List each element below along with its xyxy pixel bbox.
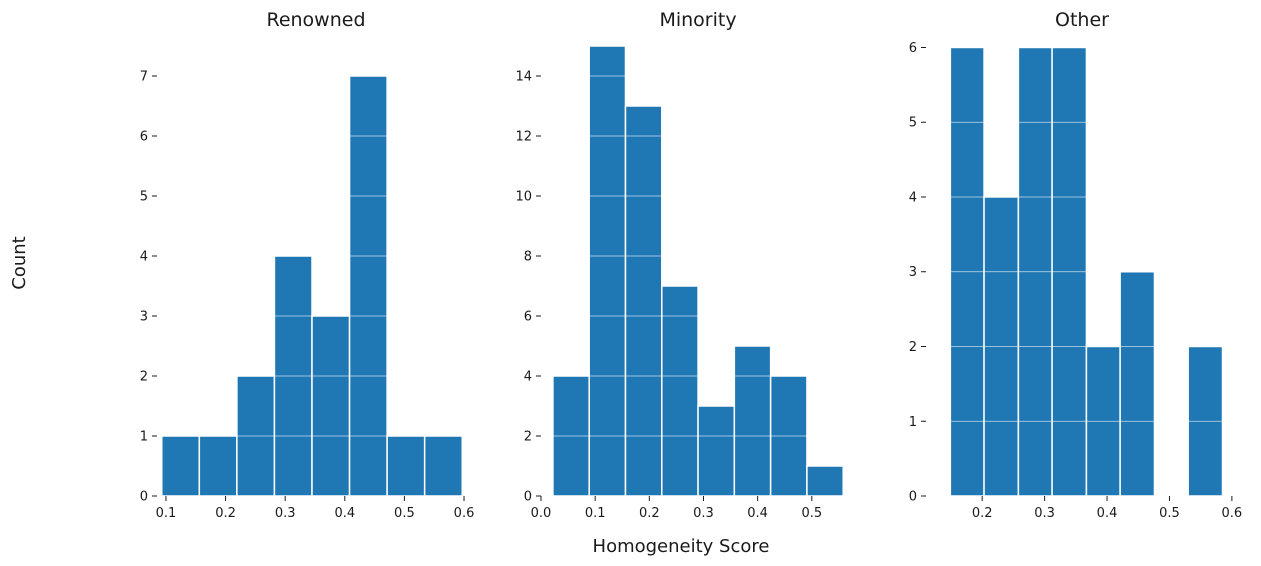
x-tick-label: 0.3 (693, 506, 714, 521)
panel-minority: Minority 0 2 4 6 8 10 12 14 0.0 0.1 0.2 0.3 0.4 0.5 (515, 9, 847, 521)
y-tick-label: 4 (524, 370, 532, 385)
x-tick-label: 0.6 (454, 506, 475, 521)
x-tick-label: 0.1 (585, 506, 606, 521)
histogram-bar (423, 435, 463, 497)
y-tick-label: 3 (140, 310, 148, 325)
x-tick-label: 0.1 (156, 506, 177, 521)
y-tick-label: 5 (140, 190, 148, 205)
x-tick-label: 0.4 (747, 506, 768, 521)
figure-xlabel: Homogeneity Score (593, 536, 770, 557)
y-tick-label: 4 (140, 250, 148, 265)
histogram-bar (161, 435, 201, 497)
histogram-bar (311, 315, 351, 497)
y-tick-label: 2 (140, 370, 148, 385)
y-tick-label: 0 (524, 490, 532, 505)
x-tick-label: 0.0 (531, 506, 552, 521)
y-tick-label: 6 (909, 41, 917, 56)
x-tick-label: 0.5 (1159, 506, 1180, 521)
y-tick-label: 2 (909, 340, 917, 355)
x-tick-label: 0.2 (639, 506, 660, 521)
histogram-bar (733, 345, 772, 497)
panel-title: Other (1055, 9, 1109, 31)
panel-other: Other 0 1 2 3 4 5 6 0.2 0.3 0.4 0.5 0.6 (909, 9, 1243, 521)
x-tick-label: 0.3 (1034, 506, 1055, 521)
y-tick-label: 14 (515, 70, 532, 85)
x-tick-label: 0.6 (1222, 506, 1243, 521)
y-tick-label: 8 (524, 250, 532, 265)
y-tick-label: 0 (140, 490, 148, 505)
x-tick-label: 0.5 (801, 506, 822, 521)
histogram-bar (624, 105, 663, 497)
histogram-bar (1119, 270, 1156, 497)
histogram-bar (697, 405, 736, 497)
histogram-bar (806, 465, 844, 497)
histogram-bar (348, 75, 388, 497)
x-tick-label: 0.4 (334, 506, 355, 521)
y-tick-label: 6 (140, 130, 148, 145)
y-tick-label: 0 (909, 490, 917, 505)
histogram-bar (661, 285, 699, 497)
y-tick-label: 1 (909, 415, 917, 430)
y-tick-label: 2 (524, 430, 532, 445)
figure-ylabel: Count (9, 236, 30, 289)
x-tick-label: 0.2 (972, 506, 993, 521)
y-tick-label: 5 (909, 116, 917, 131)
panel-renowned: Renowned 0 1 2 3 4 5 6 7 0.1 0.2 0.3 0.4 0.5 0.6 (140, 9, 475, 521)
y-tick-label: 12 (515, 130, 532, 145)
y-tick-label: 6 (524, 310, 532, 325)
x-tick-label: 0.4 (1097, 506, 1118, 521)
y-tick-label: 1 (140, 430, 148, 445)
histogram-bar (588, 45, 627, 497)
y-tick-label: 7 (140, 70, 148, 85)
y-tick-label: 4 (909, 190, 917, 205)
x-tick-label: 0.3 (275, 506, 296, 521)
y-tick-label: 10 (515, 190, 532, 205)
panel-title: Renowned (266, 9, 365, 31)
histogram-bar (386, 435, 426, 497)
x-tick-label: 0.2 (215, 506, 236, 521)
histogram-bar (198, 435, 238, 497)
y-tick-label: 3 (909, 265, 917, 280)
x-tick-label: 0.5 (394, 506, 415, 521)
panel-title: Minority (659, 9, 736, 31)
